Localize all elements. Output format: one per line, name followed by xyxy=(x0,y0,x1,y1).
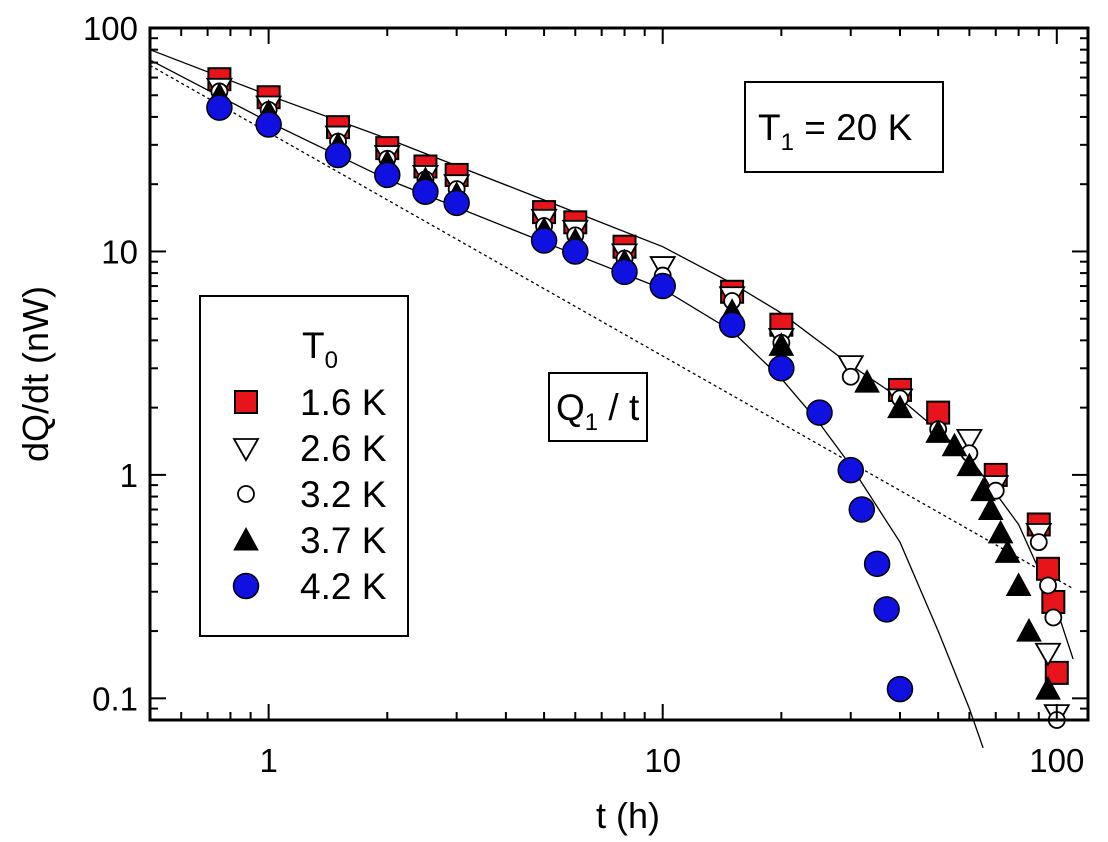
point-4-2-K-2 xyxy=(324,141,352,169)
point-4-2-K-6 xyxy=(530,227,558,254)
y-tick-label: 100 xyxy=(83,10,138,47)
plot-frame xyxy=(148,26,1090,722)
point-4-2-K-0 xyxy=(206,94,233,121)
data-markers xyxy=(205,67,1071,729)
point-4-2-K-9 xyxy=(649,272,676,300)
t1-annotation-box xyxy=(744,81,944,173)
legend-label-4: 4.2 K xyxy=(300,566,387,607)
legend-label-2: 3.2 K xyxy=(300,474,387,515)
point-3-7-K-22 xyxy=(1035,676,1061,700)
legend-label-1: 2.6 K xyxy=(300,428,387,469)
point-1-6-K-17 xyxy=(1044,660,1069,685)
x-tick-label: 10 xyxy=(644,742,681,779)
point-3-7-K-20 xyxy=(1005,572,1032,596)
point-3-7-K-18 xyxy=(987,519,1014,544)
t1-annotation: T1 = 20 K xyxy=(744,81,944,173)
t1-annotation-main: T xyxy=(758,107,781,148)
x-tick-label: 100 xyxy=(1029,742,1084,779)
y-tick-label: 0.1 xyxy=(92,680,138,717)
point-4-2-K-7 xyxy=(562,238,589,265)
point-3-7-K-19 xyxy=(994,539,1021,563)
point-1-6-K-15 xyxy=(1036,556,1061,581)
point-3-2-K-12 xyxy=(841,367,860,386)
y-tick-label: 10 xyxy=(101,233,138,270)
point-3-7-K-15 xyxy=(956,452,983,477)
point-4-2-K-17 xyxy=(886,675,914,703)
point-4-2-K-13 xyxy=(837,456,864,484)
point-4-2-K-14 xyxy=(848,496,876,523)
legend-title: T xyxy=(302,325,325,366)
point-4-2-K-1 xyxy=(255,111,282,138)
legend-marker-2 xyxy=(237,485,255,503)
point-4-2-K-12 xyxy=(806,399,833,426)
y-axis-label: dQ/dt (nW) xyxy=(15,286,56,462)
point-3-7-K-21 xyxy=(1016,618,1042,642)
t1-annotation-rest: = 20 K xyxy=(794,107,913,148)
q1-annotation-box xyxy=(548,372,648,442)
point-3-7-K-14 xyxy=(941,432,968,457)
legend-label-0: 1.6 K xyxy=(300,382,387,423)
point-4-2-K-5 xyxy=(443,189,470,217)
point-2-6-K-14 xyxy=(955,428,983,453)
point-2-6-K-12 xyxy=(837,355,865,379)
x-axis-label: t (h) xyxy=(596,795,660,836)
q1-annotation-main: Q xyxy=(556,387,585,428)
legend-title-sub: 0 xyxy=(325,347,338,374)
legend-marker-0 xyxy=(234,390,258,414)
legend: T0 1.6 K 2.6 K 3.2 K 3.7 K 4.2 K xyxy=(199,295,409,637)
point-4-2-K-11 xyxy=(768,355,795,382)
axis-ticks xyxy=(149,27,1088,721)
q1-annotation: Q1 / t xyxy=(548,372,648,442)
point-4-2-K-8 xyxy=(611,258,638,286)
svg-text:T1 = 20 K: T1 = 20 K xyxy=(758,107,913,156)
point-3-7-K-12 xyxy=(887,394,913,419)
point-3-7-K-16 xyxy=(970,477,996,502)
y-tick-label: 1 xyxy=(120,457,138,494)
point-3-7-K-11 xyxy=(854,369,880,393)
point-3-7-K-13 xyxy=(925,419,952,443)
legend-items: 1.6 K 2.6 K 3.2 K 3.7 K 4.2 K xyxy=(232,382,387,607)
q1-annotation-sub: 1 xyxy=(585,409,598,436)
svg-text:T0: T0 xyxy=(302,325,338,374)
point-3-7-K-17 xyxy=(977,496,1004,521)
point-3-2-K-18 xyxy=(1039,576,1057,595)
q1-annotation-rest: / t xyxy=(598,387,640,428)
point-4-2-K-10 xyxy=(718,311,746,338)
legend-marker-3 xyxy=(233,526,259,551)
t1-annotation-sub: 1 xyxy=(781,129,794,156)
point-4-2-K-16 xyxy=(873,596,900,623)
point-4-2-K-3 xyxy=(374,161,401,189)
svg-text:Q1 / t: Q1 / t xyxy=(556,387,640,436)
line-Q1-over-t xyxy=(149,64,1074,590)
point-2-6-K-17 xyxy=(1034,642,1062,667)
point-4-2-K-15 xyxy=(863,550,891,578)
point-3-2-K-19 xyxy=(1044,608,1063,627)
legend-label-3: 3.7 K xyxy=(300,520,387,561)
point-3-2-K-17 xyxy=(1029,533,1048,552)
legend-marker-1 xyxy=(232,438,260,462)
legend-marker-4 xyxy=(232,572,260,600)
point-4-2-K-4 xyxy=(412,178,439,205)
x-tick-label: 1 xyxy=(259,742,277,779)
